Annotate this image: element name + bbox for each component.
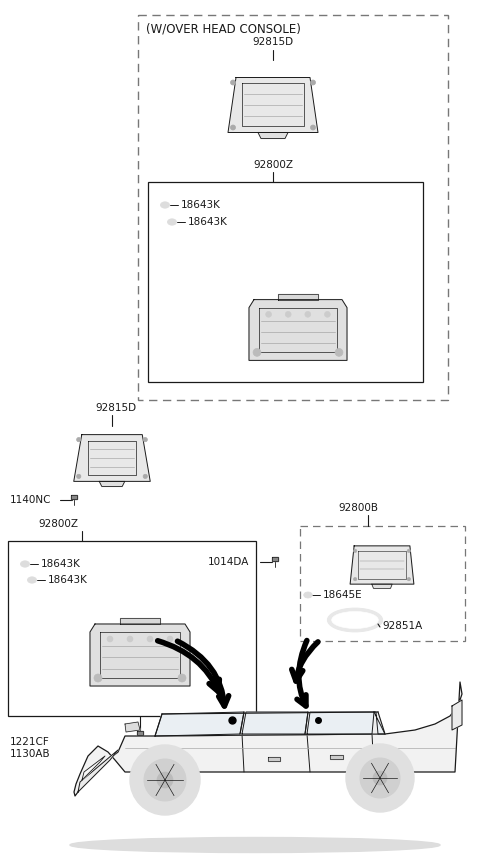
- Text: 18643K: 18643K: [41, 559, 81, 569]
- Circle shape: [230, 80, 236, 85]
- Circle shape: [77, 475, 81, 479]
- Text: 92800Z: 92800Z: [253, 160, 293, 170]
- Text: 1130AB: 1130AB: [10, 749, 50, 759]
- Polygon shape: [125, 722, 140, 732]
- Ellipse shape: [27, 577, 36, 583]
- Ellipse shape: [327, 608, 383, 632]
- Circle shape: [407, 577, 410, 581]
- Circle shape: [311, 125, 315, 130]
- Text: 1014DA: 1014DA: [208, 557, 250, 567]
- Polygon shape: [249, 299, 347, 360]
- Circle shape: [147, 636, 153, 642]
- Circle shape: [285, 311, 291, 317]
- Polygon shape: [99, 481, 125, 486]
- Circle shape: [353, 549, 357, 552]
- Text: (W/OVER HEAD CONSOLE): (W/OVER HEAD CONSOLE): [146, 22, 301, 36]
- Bar: [148, 182, 423, 382]
- Circle shape: [353, 577, 357, 581]
- Circle shape: [107, 636, 113, 642]
- Circle shape: [324, 311, 330, 317]
- Ellipse shape: [70, 838, 440, 852]
- Text: 1221CF: 1221CF: [10, 737, 50, 747]
- Circle shape: [265, 311, 272, 317]
- Ellipse shape: [168, 219, 177, 225]
- Circle shape: [335, 349, 343, 357]
- Ellipse shape: [360, 758, 400, 798]
- Circle shape: [305, 311, 311, 317]
- Text: 1140NC: 1140NC: [10, 495, 51, 505]
- Text: 18643K: 18643K: [188, 217, 228, 227]
- Text: 18643K: 18643K: [48, 575, 88, 585]
- Polygon shape: [268, 757, 280, 761]
- Circle shape: [230, 125, 236, 130]
- Polygon shape: [71, 495, 77, 499]
- Polygon shape: [272, 557, 278, 561]
- Text: 92815D: 92815D: [95, 403, 136, 413]
- Circle shape: [373, 771, 387, 785]
- Polygon shape: [307, 712, 374, 734]
- Circle shape: [94, 674, 102, 682]
- Text: 92800Z: 92800Z: [38, 519, 78, 529]
- FancyArrowPatch shape: [178, 641, 228, 706]
- Polygon shape: [330, 755, 343, 759]
- Ellipse shape: [160, 202, 169, 208]
- Polygon shape: [228, 78, 318, 133]
- FancyArrowPatch shape: [297, 640, 307, 706]
- Polygon shape: [374, 712, 385, 734]
- Text: 92800B: 92800B: [338, 503, 378, 513]
- Text: 92851A: 92851A: [382, 621, 422, 631]
- Polygon shape: [452, 700, 462, 730]
- Circle shape: [77, 438, 81, 442]
- Circle shape: [407, 549, 410, 552]
- Ellipse shape: [332, 611, 378, 628]
- Bar: [138, 15, 448, 400]
- Circle shape: [167, 636, 173, 642]
- Ellipse shape: [144, 759, 186, 801]
- Ellipse shape: [21, 561, 29, 567]
- Polygon shape: [350, 545, 414, 584]
- Polygon shape: [74, 434, 150, 481]
- Polygon shape: [372, 584, 392, 588]
- Text: 18645E: 18645E: [323, 590, 362, 600]
- Ellipse shape: [304, 592, 312, 598]
- Circle shape: [311, 80, 315, 85]
- Bar: [300, 526, 465, 641]
- Circle shape: [178, 674, 186, 682]
- Bar: [8, 541, 256, 716]
- Polygon shape: [74, 682, 462, 796]
- Ellipse shape: [130, 745, 200, 815]
- Polygon shape: [155, 712, 244, 736]
- Polygon shape: [120, 618, 160, 624]
- Polygon shape: [78, 750, 118, 792]
- Text: 92815D: 92815D: [252, 37, 294, 47]
- Ellipse shape: [346, 744, 414, 812]
- Polygon shape: [155, 712, 385, 736]
- Circle shape: [127, 636, 133, 642]
- Circle shape: [157, 772, 173, 788]
- Circle shape: [253, 349, 261, 357]
- Polygon shape: [258, 133, 288, 139]
- Circle shape: [143, 475, 147, 479]
- Circle shape: [143, 438, 147, 442]
- Polygon shape: [242, 712, 308, 734]
- Polygon shape: [82, 756, 105, 780]
- Polygon shape: [137, 731, 143, 735]
- Polygon shape: [90, 624, 190, 686]
- Text: 18643K: 18643K: [181, 200, 221, 210]
- Polygon shape: [278, 294, 318, 299]
